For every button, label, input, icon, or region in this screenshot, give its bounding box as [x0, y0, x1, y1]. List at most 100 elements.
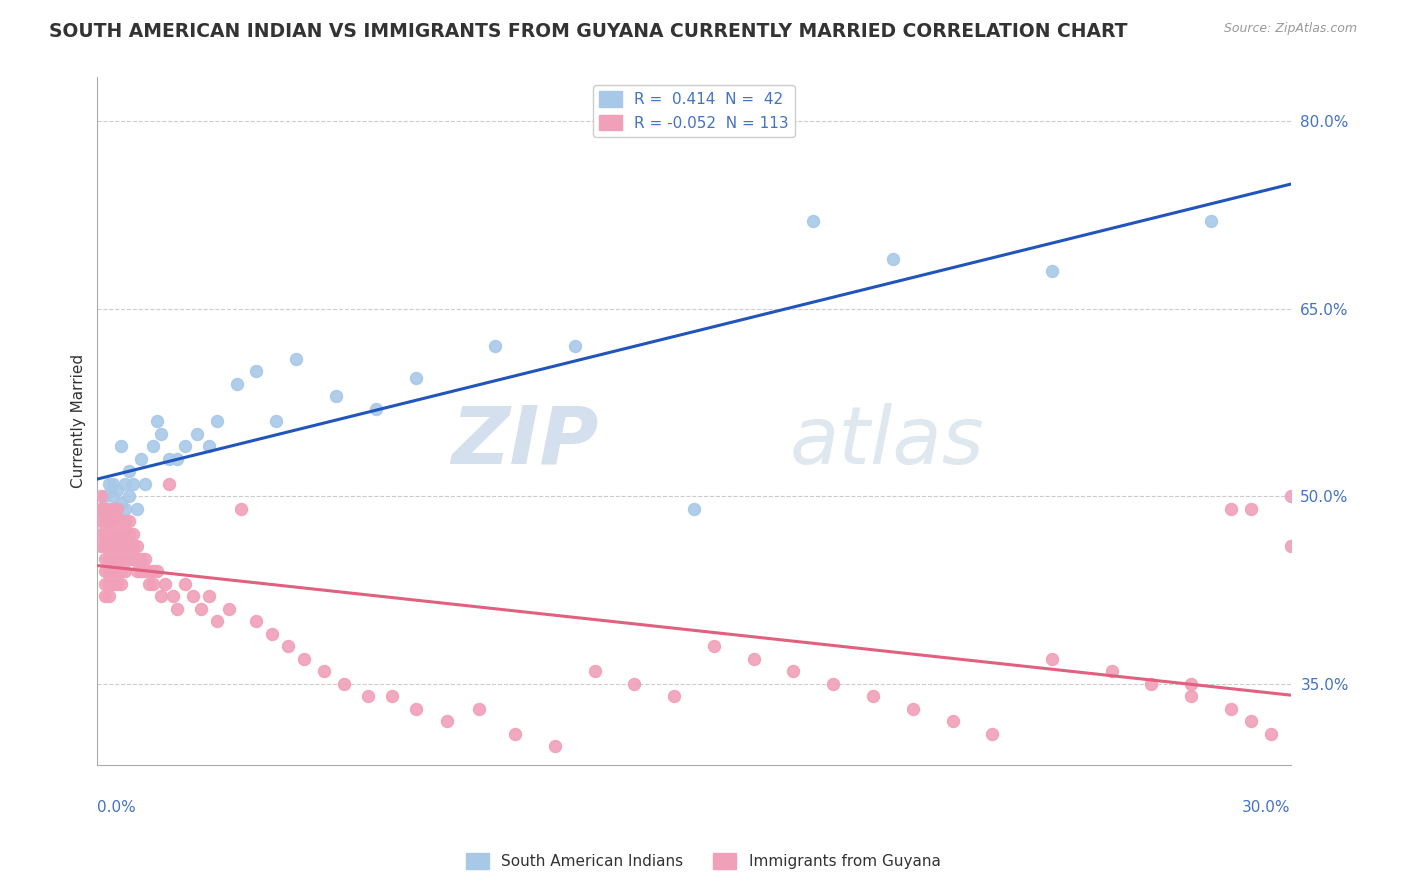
Point [103, 476, 125, 491]
Point [1199, 214, 1222, 228]
Point [105, 527, 128, 541]
Point [981, 727, 1004, 741]
Point [127, 501, 149, 516]
Point [190, 602, 212, 616]
Point [138, 577, 160, 591]
Point [105, 483, 128, 497]
Point [110, 565, 132, 579]
Point [94, 540, 117, 554]
Point [110, 495, 132, 509]
Point [662, 690, 685, 704]
Point [105, 514, 128, 528]
Point [683, 501, 706, 516]
Point [129, 451, 152, 466]
Point [118, 514, 141, 528]
Point [1040, 652, 1063, 666]
Point [110, 514, 132, 528]
Point [703, 640, 725, 654]
Point [197, 590, 219, 604]
Point [110, 527, 132, 541]
Point [277, 640, 299, 654]
Point [197, 439, 219, 453]
Point [110, 577, 132, 591]
Point [103, 501, 125, 516]
Point [181, 590, 204, 604]
Y-axis label: Currently Married: Currently Married [72, 354, 86, 489]
Legend: South American Indians, Immigrants from Guyana: South American Indians, Immigrants from … [460, 847, 946, 875]
Point [381, 690, 404, 704]
Point [801, 214, 824, 228]
Point [90, 501, 112, 516]
Point [129, 565, 152, 579]
Text: 30.0%: 30.0% [1241, 799, 1291, 814]
Point [901, 702, 924, 716]
Point [292, 652, 315, 666]
Point [105, 552, 128, 566]
Point [173, 439, 195, 453]
Point [150, 590, 173, 604]
Point [564, 339, 586, 353]
Point [142, 439, 165, 453]
Point [218, 602, 240, 616]
Point [118, 527, 141, 541]
Point [94, 527, 117, 541]
Point [623, 677, 645, 691]
Point [114, 476, 136, 491]
Point [114, 552, 136, 566]
Point [90, 501, 112, 516]
Point [98, 590, 121, 604]
Point [94, 489, 117, 503]
Point [98, 514, 121, 528]
Point [1240, 714, 1263, 729]
Point [405, 702, 427, 716]
Point [186, 426, 208, 441]
Point [173, 577, 195, 591]
Legend: R =  0.414  N =  42, R = -0.052  N = 113: R = 0.414 N = 42, R = -0.052 N = 113 [593, 85, 794, 136]
Point [205, 414, 228, 428]
Point [118, 552, 141, 566]
Point [98, 501, 121, 516]
Point [245, 364, 267, 378]
Point [103, 527, 125, 541]
Point [134, 552, 156, 566]
Point [138, 565, 160, 579]
Point [103, 552, 125, 566]
Point [882, 252, 904, 266]
Point [205, 615, 228, 629]
Point [110, 552, 132, 566]
Point [941, 714, 963, 729]
Point [105, 501, 128, 516]
Point [98, 540, 121, 554]
Point [103, 514, 125, 528]
Point [94, 501, 117, 516]
Point [90, 489, 112, 503]
Point [782, 665, 804, 679]
Point [98, 527, 121, 541]
Point [436, 714, 458, 729]
Point [98, 565, 121, 579]
Point [122, 527, 145, 541]
Point [357, 690, 380, 704]
Point [146, 414, 169, 428]
Point [90, 514, 112, 528]
Point [162, 590, 184, 604]
Point [333, 677, 356, 691]
Point [122, 476, 145, 491]
Point [142, 577, 165, 591]
Text: atlas: atlas [789, 403, 984, 481]
Point [266, 414, 288, 428]
Point [114, 527, 136, 541]
Point [312, 665, 335, 679]
Point [225, 376, 247, 391]
Text: Source: ZipAtlas.com: Source: ZipAtlas.com [1223, 22, 1357, 36]
Point [134, 565, 156, 579]
Point [862, 690, 884, 704]
Point [105, 540, 128, 554]
Point [122, 552, 145, 566]
Point [1279, 489, 1302, 503]
Point [1101, 665, 1123, 679]
Point [118, 489, 141, 503]
Point [325, 389, 347, 403]
Point [94, 590, 117, 604]
Point [166, 602, 188, 616]
